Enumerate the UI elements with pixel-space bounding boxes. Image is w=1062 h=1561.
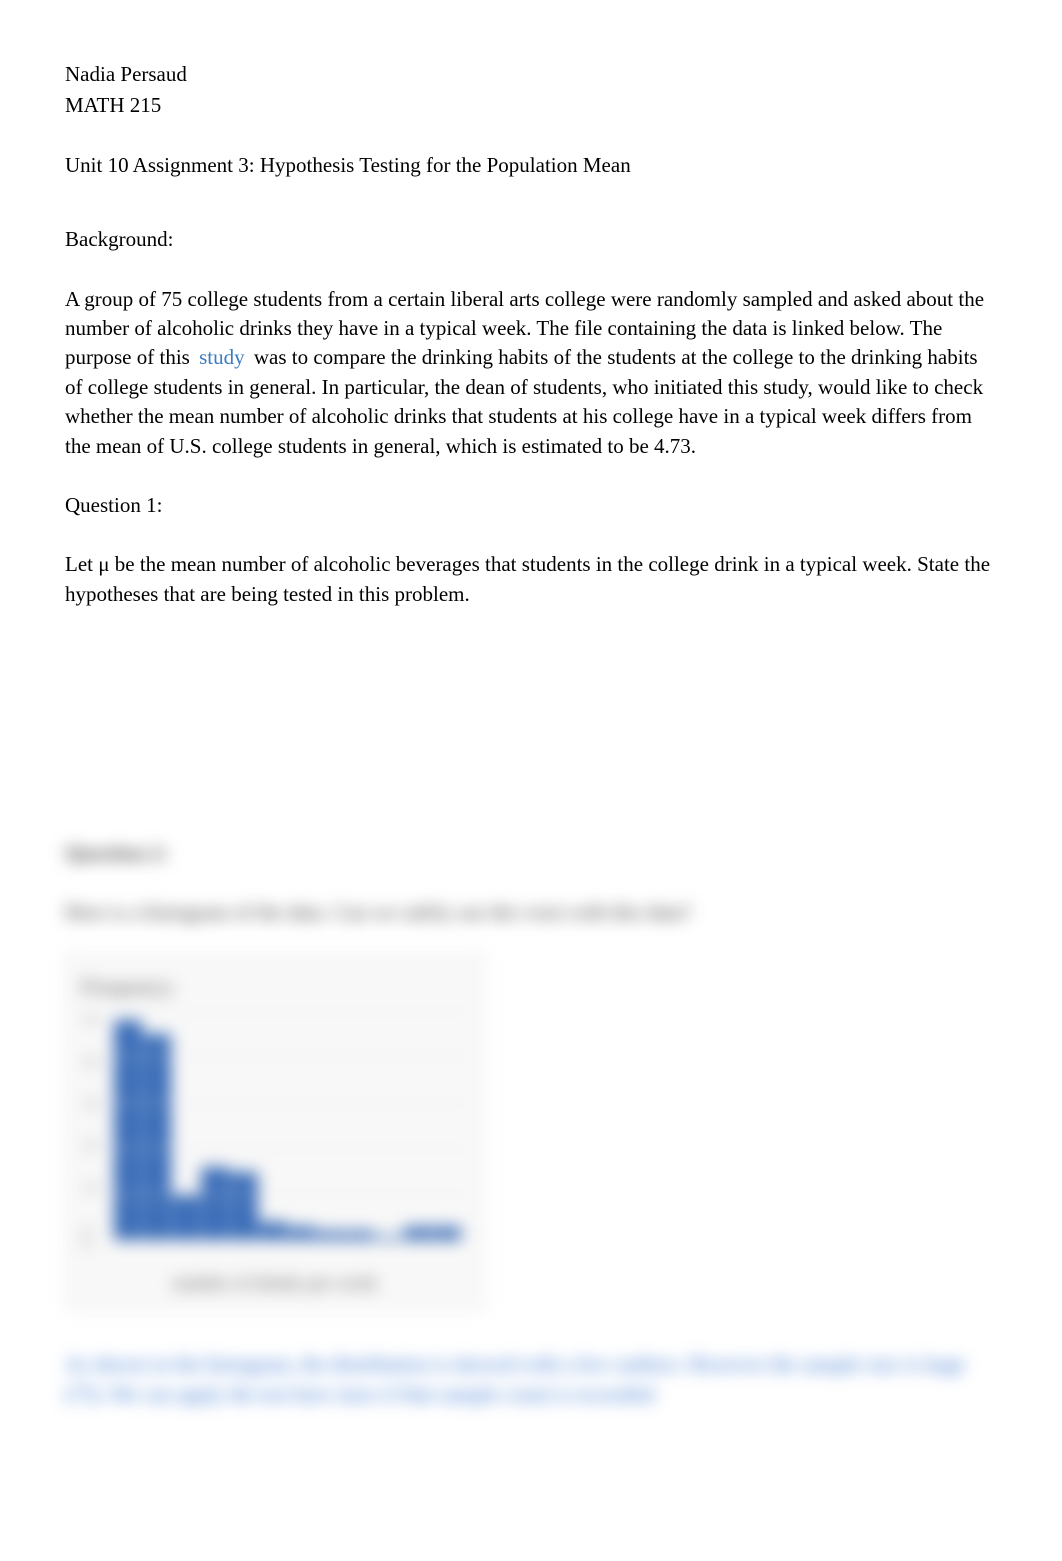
question-1-heading: Question 1: xyxy=(65,491,997,520)
y-tick: 20 xyxy=(84,1137,98,1157)
question-1-text: Let μ be the mean number of alcoholic be… xyxy=(65,550,997,609)
grid-line xyxy=(109,1240,469,1241)
background-heading: Background: xyxy=(65,225,997,254)
grid-line xyxy=(109,1056,469,1057)
answer-space xyxy=(65,639,997,819)
course-code: MATH 215 xyxy=(65,91,997,120)
grid-line xyxy=(109,1148,469,1149)
grid-lines xyxy=(109,1011,469,1241)
question-2-answer: As shown in the histogram, the distribut… xyxy=(65,1350,997,1409)
background-paragraph: A group of 75 college students from a ce… xyxy=(65,285,997,461)
study-link[interactable]: study xyxy=(195,345,249,369)
histogram-xlabel: number of drinks per week xyxy=(81,1271,469,1298)
student-name: Nadia Persaud xyxy=(65,60,997,89)
page-content: Nadia Persaud MATH 215 Unit 10 Assignmen… xyxy=(65,60,997,1409)
grid-line xyxy=(109,1194,469,1195)
y-axis-ticks: 50403020100 xyxy=(84,1011,98,1241)
question-2-heading: Question 2: xyxy=(65,839,997,868)
question-2-text: Here is a histogram of the data. Can we … xyxy=(65,898,997,927)
y-tick: 50 xyxy=(84,1011,98,1031)
grid-line xyxy=(109,1102,469,1103)
blurred-content: Question 2: Here is a histogram of the d… xyxy=(65,839,997,1409)
histogram-corner-label: N xyxy=(81,1233,93,1255)
y-tick: 10 xyxy=(84,1179,98,1199)
y-tick: 30 xyxy=(84,1095,98,1115)
histogram-chart: 50403020100 N xyxy=(109,1011,469,1261)
y-tick: 40 xyxy=(84,1053,98,1073)
assignment-title: Unit 10 Assignment 3: Hypothesis Testing… xyxy=(65,151,997,180)
histogram-title: Frequency xyxy=(81,972,469,1003)
histogram-figure: Frequency 50403020100 N number of drinks… xyxy=(65,953,485,1310)
grid-line xyxy=(109,1011,469,1012)
